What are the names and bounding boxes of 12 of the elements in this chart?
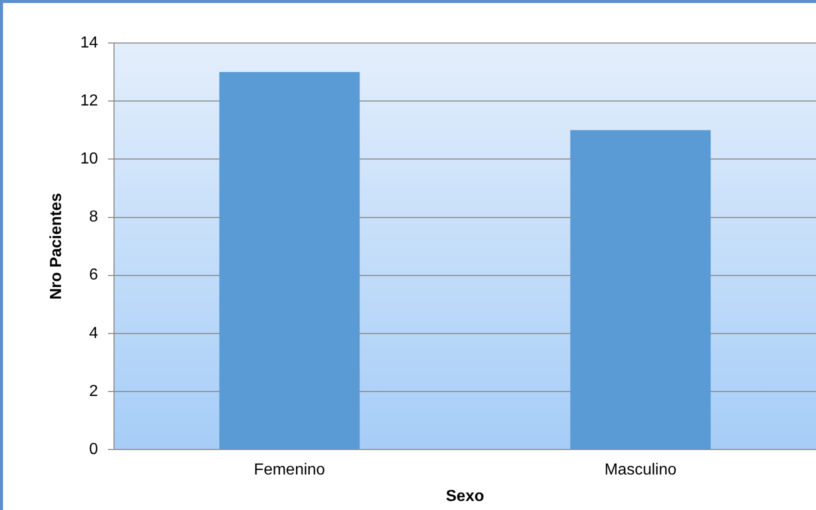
y-tick-label: 8	[89, 208, 98, 226]
y-tick-label: 10	[80, 150, 98, 168]
x-tick-label: Masculino	[604, 462, 677, 479]
y-tick-label: 0	[89, 441, 98, 458]
y-tick-label: 6	[89, 266, 98, 284]
y-tick-label: 4	[89, 324, 98, 342]
y-axis-title: Nro Pacientes	[48, 192, 66, 300]
x-axis-title: Sexo	[446, 488, 484, 505]
x-tick-label: Femenino	[254, 462, 326, 479]
y-tick-label: 2	[89, 382, 98, 400]
y-tick-label: 12	[80, 92, 98, 110]
y-tick-label: 14	[80, 34, 98, 52]
